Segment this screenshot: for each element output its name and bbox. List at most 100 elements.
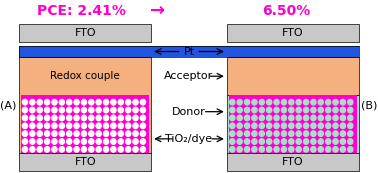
Circle shape (22, 131, 28, 136)
Text: Redox couple: Redox couple (50, 71, 120, 81)
Circle shape (333, 107, 338, 113)
Circle shape (266, 131, 272, 136)
Circle shape (311, 99, 316, 105)
Circle shape (104, 147, 108, 152)
Circle shape (74, 107, 79, 113)
Circle shape (311, 139, 316, 144)
Circle shape (89, 123, 94, 129)
Bar (227, 153, 359, 171)
Circle shape (67, 107, 72, 113)
Circle shape (340, 115, 345, 121)
Circle shape (67, 139, 72, 144)
Circle shape (237, 115, 242, 121)
Circle shape (59, 131, 64, 136)
Circle shape (133, 123, 138, 129)
Bar (19, 57, 151, 153)
Circle shape (259, 123, 264, 129)
Circle shape (74, 131, 79, 136)
Circle shape (37, 147, 42, 152)
Circle shape (281, 139, 287, 144)
Circle shape (140, 115, 146, 121)
Circle shape (259, 107, 264, 113)
Text: (B): (B) (361, 100, 378, 110)
Circle shape (59, 115, 64, 121)
Text: Donor: Donor (172, 107, 206, 117)
Circle shape (37, 115, 42, 121)
Circle shape (118, 99, 123, 105)
Text: (A): (A) (0, 100, 17, 110)
Circle shape (230, 99, 235, 105)
Circle shape (289, 107, 294, 113)
Circle shape (252, 99, 257, 105)
Circle shape (281, 99, 287, 105)
Circle shape (318, 107, 323, 113)
Circle shape (133, 107, 138, 113)
Circle shape (318, 99, 323, 105)
Circle shape (45, 139, 50, 144)
Circle shape (125, 131, 131, 136)
Circle shape (266, 107, 272, 113)
Circle shape (96, 99, 101, 105)
Circle shape (22, 107, 28, 113)
Circle shape (245, 107, 249, 113)
Circle shape (333, 99, 338, 105)
Circle shape (96, 139, 101, 144)
Circle shape (67, 99, 72, 105)
Circle shape (59, 139, 64, 144)
Circle shape (30, 115, 35, 121)
Circle shape (74, 123, 79, 129)
Circle shape (252, 115, 257, 121)
Circle shape (30, 147, 35, 152)
Circle shape (325, 107, 331, 113)
Circle shape (259, 115, 264, 121)
Circle shape (252, 107, 257, 113)
Circle shape (318, 147, 323, 152)
Circle shape (230, 131, 235, 136)
Circle shape (274, 99, 279, 105)
Circle shape (318, 115, 323, 121)
Text: TiO₂/dye: TiO₂/dye (166, 134, 212, 144)
Bar (19, 153, 151, 171)
Circle shape (22, 139, 28, 144)
Circle shape (125, 99, 131, 105)
Circle shape (333, 123, 338, 129)
Circle shape (45, 107, 50, 113)
Text: 6.50%: 6.50% (263, 4, 311, 18)
Circle shape (96, 131, 101, 136)
Circle shape (281, 131, 287, 136)
Circle shape (125, 147, 131, 152)
Bar (19, 24, 151, 42)
Circle shape (311, 147, 316, 152)
Circle shape (296, 115, 301, 121)
Circle shape (274, 123, 279, 129)
Circle shape (37, 131, 42, 136)
Circle shape (281, 147, 287, 152)
Circle shape (245, 115, 249, 121)
Circle shape (259, 139, 264, 144)
Circle shape (230, 139, 235, 144)
Circle shape (104, 139, 108, 144)
Circle shape (348, 115, 353, 121)
Circle shape (96, 147, 101, 152)
Circle shape (22, 123, 28, 129)
Circle shape (111, 123, 116, 129)
Circle shape (340, 123, 345, 129)
Circle shape (140, 131, 146, 136)
Circle shape (325, 123, 331, 129)
Circle shape (325, 139, 331, 144)
Circle shape (266, 99, 272, 105)
Circle shape (230, 115, 235, 121)
Circle shape (252, 139, 257, 144)
Circle shape (59, 147, 64, 152)
Circle shape (266, 147, 272, 152)
Circle shape (104, 131, 108, 136)
Circle shape (245, 123, 249, 129)
Circle shape (252, 123, 257, 129)
Circle shape (333, 115, 338, 121)
Circle shape (59, 107, 64, 113)
Circle shape (237, 139, 242, 144)
Circle shape (22, 99, 28, 105)
Circle shape (333, 131, 338, 136)
Text: FTO: FTO (282, 28, 304, 38)
Circle shape (45, 147, 50, 152)
